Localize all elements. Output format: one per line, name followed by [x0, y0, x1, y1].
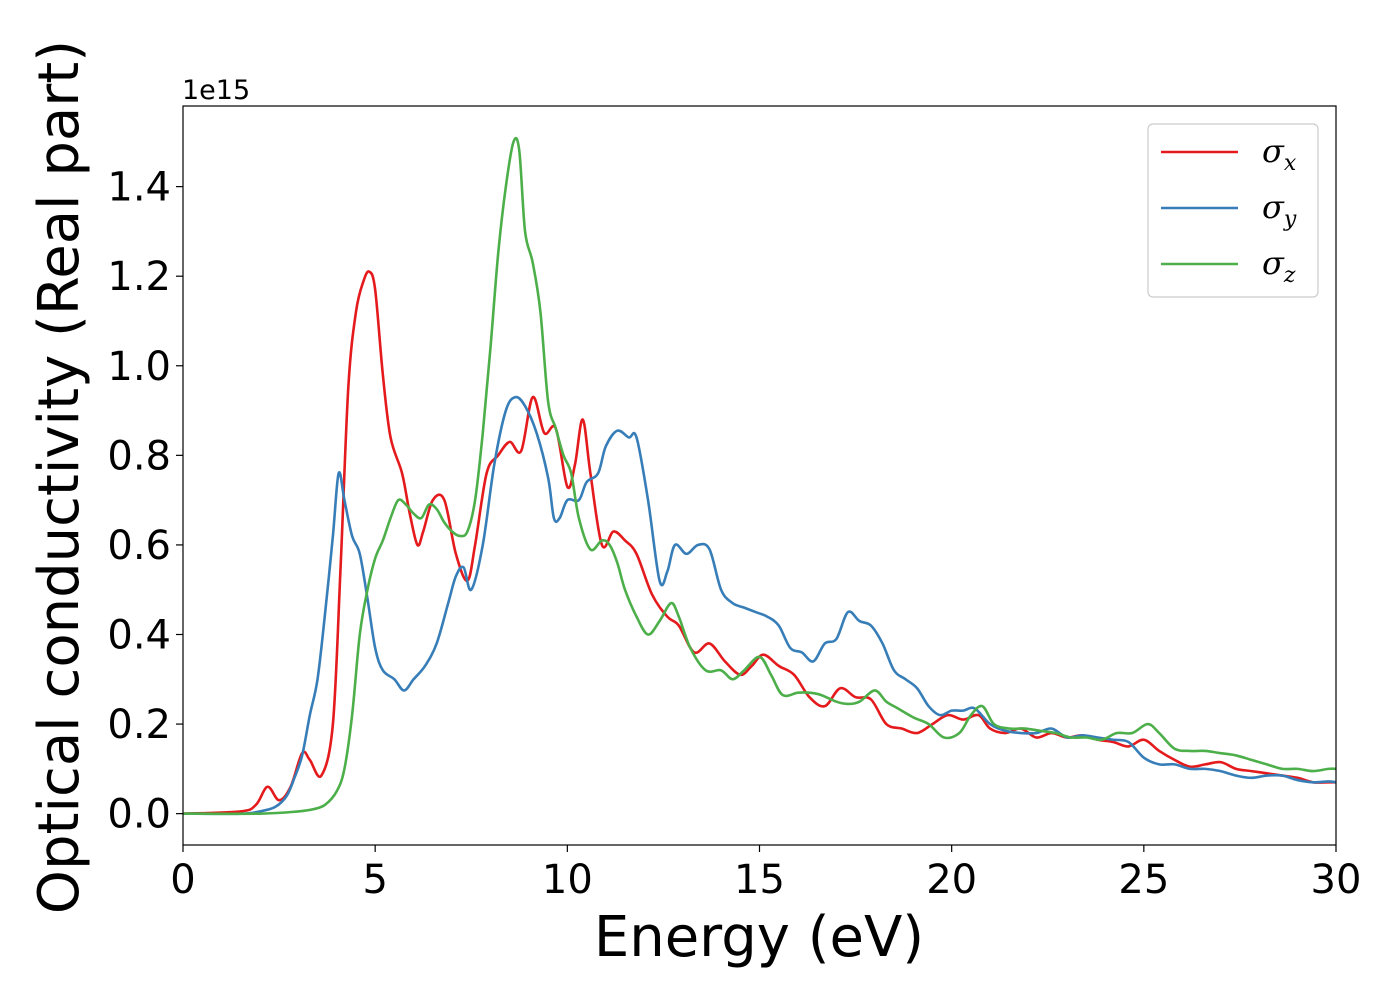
x-tick-label: 15	[734, 857, 785, 903]
y-tick-label: 0.6	[107, 523, 171, 569]
x-tick-label: 20	[926, 857, 977, 903]
legend-label-y: σy	[1262, 188, 1297, 232]
legend-label-x: σx	[1262, 132, 1297, 176]
series-line-x	[183, 270, 1336, 815]
y-tick-label: 0.2	[107, 702, 171, 748]
y-tick-label: 1.4	[107, 165, 171, 211]
y-tick-label: 1.0	[107, 344, 171, 390]
plot-frame	[182, 105, 1337, 846]
series-line-y	[183, 395, 1336, 816]
y-tick-label: 0.0	[107, 792, 171, 838]
y-tick-label: 0.8	[107, 433, 171, 479]
ticks-layer: 0 5 10 15 20 25 30 0.0 0.2 0.4 0.6 0.8 1.0 1.2 1.4	[107, 165, 1361, 903]
y-offset-label: 1e15	[182, 75, 250, 106]
x-tick-label: 25	[1118, 857, 1169, 903]
legend-frame	[1147, 123, 1319, 298]
legend-label-z: σz	[1262, 244, 1296, 288]
y-tick-label: 1.2	[107, 254, 171, 300]
legend: σx σy σz	[1147, 123, 1319, 298]
y-axis-title: Optical conductivity (Real part)	[27, 40, 92, 914]
x-tick-label: 30	[1311, 857, 1362, 903]
y-tick-label: 0.4	[107, 612, 171, 658]
x-tick-label: 5	[362, 857, 387, 903]
x-tick-label: 10	[542, 857, 593, 903]
x-axis-title: Energy (eV)	[594, 905, 924, 970]
x-tick-label: 0	[170, 857, 195, 903]
series-line-z	[183, 136, 1336, 816]
series-layer	[183, 136, 1336, 816]
